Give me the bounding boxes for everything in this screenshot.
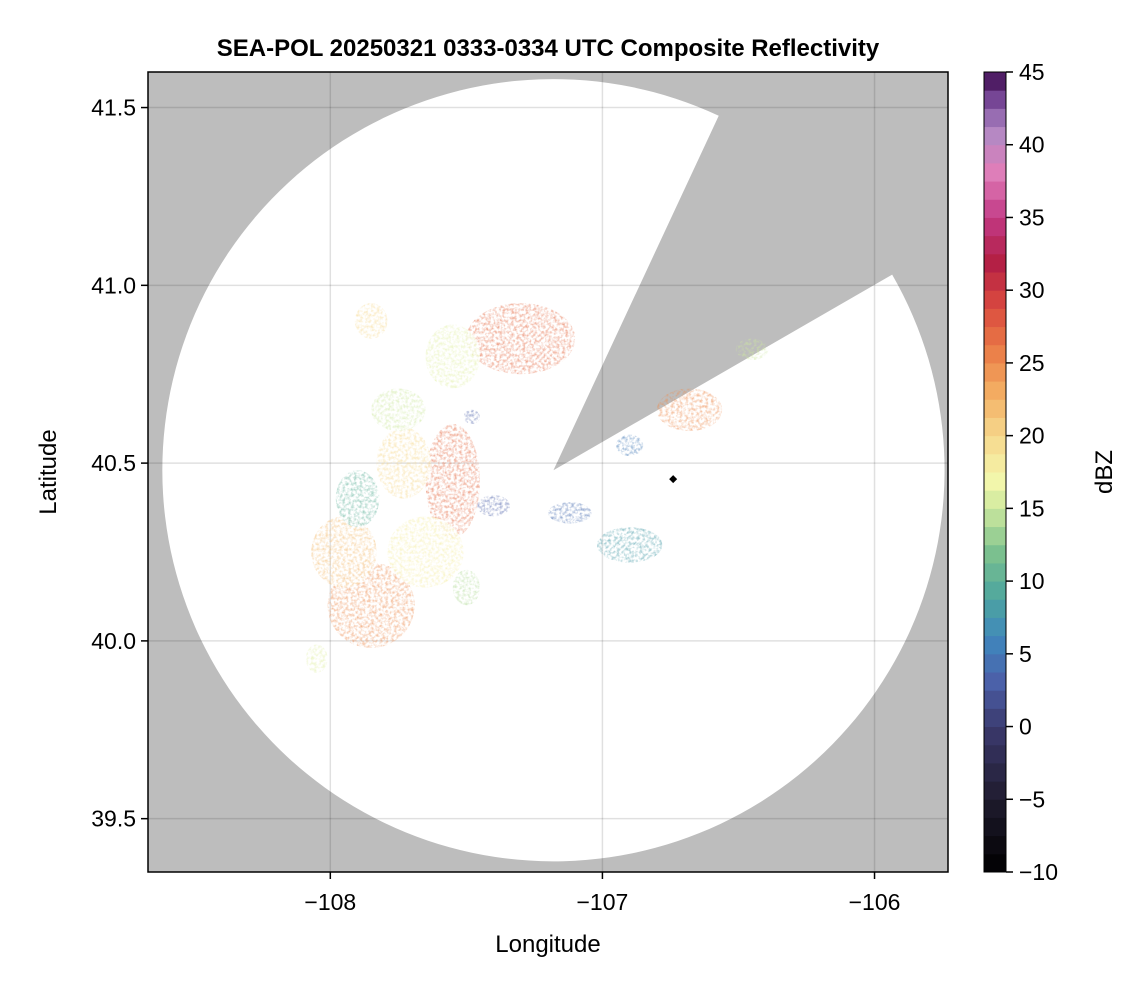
colorbar-label: dBZ [1091, 450, 1118, 494]
echo-cell [735, 338, 769, 361]
site-marker [669, 475, 678, 484]
colorbar-band [984, 726, 1006, 746]
colorbar-band [984, 417, 1006, 437]
colorbar-band [984, 72, 1006, 91]
colorbar-band [984, 799, 1006, 818]
colorbar-band [984, 344, 1006, 364]
colorbar-band [984, 162, 1006, 182]
echo-cell [371, 388, 426, 432]
chart-title: SEA-POL 20250321 0333-0334 UTC Composite… [217, 35, 880, 62]
colorbar-band [984, 672, 1006, 691]
colorbar-band [984, 308, 1006, 328]
colorbar-tick-label: 0 [1019, 714, 1032, 740]
y-tick-label: 41.5 [91, 95, 136, 121]
colorbar-band [984, 708, 1006, 728]
colorbar-band [984, 472, 1006, 491]
colorbar-band [984, 744, 1006, 764]
echo-cell [376, 427, 431, 499]
echo-cell [452, 569, 480, 606]
colorbar-band [984, 290, 1006, 309]
colorbar: −10 −5 0 5 10 15 20 25 30 35 40 45 [983, 59, 1058, 885]
colorbar-band [984, 490, 1006, 509]
colorbar-band [984, 599, 1006, 618]
colorbar-tick-label: −10 [1019, 859, 1058, 885]
echo-cell [596, 527, 663, 563]
colorbar-band [984, 90, 1006, 109]
colorbar-band [984, 453, 1006, 473]
colorbar-tick-label: 30 [1019, 277, 1045, 303]
colorbar-band [984, 181, 1006, 200]
echo-cell [548, 502, 592, 524]
colorbar-band [984, 690, 1006, 709]
radar-coverage-area [162, 79, 945, 862]
plot-frame [147, 71, 949, 873]
echo-cell [335, 470, 380, 528]
colorbar-band [984, 508, 1006, 528]
x-axis: −108 −107 −106 [304, 872, 900, 915]
echo-cell [354, 303, 388, 339]
colorbar-band [984, 853, 1006, 873]
colorbar-band [984, 762, 1006, 782]
colorbar-band [984, 199, 1006, 218]
plot-area [148, 72, 948, 872]
y-tick-label: 39.5 [91, 806, 136, 832]
colorbar-band [984, 217, 1006, 237]
colorbar-band [984, 381, 1006, 400]
colorbar-band [984, 126, 1006, 146]
colorbar-tick-label: 35 [1019, 204, 1045, 230]
colorbar-tick-label: 45 [1019, 59, 1045, 85]
colorbar-band [984, 144, 1006, 164]
echo-cell [656, 388, 723, 432]
x-tick-label: −108 [304, 889, 356, 915]
echo-cell [387, 516, 464, 588]
colorbar-band [984, 562, 1006, 582]
colorbar-tick-label: 20 [1019, 423, 1045, 449]
colorbar-tick-label: 15 [1019, 495, 1045, 521]
colorbar-tick-label: −5 [1019, 786, 1045, 812]
colorbar-tick-label: 25 [1019, 350, 1045, 376]
colorbar-band [984, 253, 1006, 273]
echo-cell [616, 434, 644, 457]
colorbar-band [984, 435, 1006, 455]
colorbar-band [984, 544, 1006, 564]
colorbar-band [984, 617, 1006, 637]
y-tick-label: 40.0 [91, 628, 136, 654]
colorbar-band [984, 526, 1006, 546]
x-axis-label: Longitude [495, 931, 600, 958]
colorbar-band [984, 581, 1006, 600]
echo-cell [425, 324, 480, 389]
colorbar-band [984, 108, 1006, 128]
echo-cell [305, 644, 328, 673]
marker-layer [669, 475, 678, 484]
colorbar-tick-label: 5 [1019, 641, 1032, 667]
y-axis: 39.5 40.0 40.5 41.0 41.5 [91, 95, 148, 832]
colorbar-band [984, 362, 1006, 382]
colorbar-band [984, 399, 1006, 418]
echo-cell [425, 424, 480, 538]
colorbar-band [984, 817, 1006, 837]
echo-layer [305, 303, 769, 673]
colorbar-band [984, 272, 1006, 291]
colorbar-band [984, 326, 1006, 346]
colorbar-band [984, 235, 1006, 255]
x-tick-label: −107 [577, 889, 629, 915]
echo-cell [311, 516, 377, 588]
y-tick-label: 41.0 [91, 272, 136, 298]
y-tick-label: 40.5 [91, 450, 136, 476]
echo-cell [466, 303, 576, 375]
echo-cell [477, 495, 510, 517]
colorbar-tick-label: 40 [1019, 132, 1045, 158]
colorbar-band [984, 653, 1006, 673]
colorbar-band [984, 835, 1006, 855]
colorbar-frame [983, 71, 1007, 873]
colorbar-tick-label: 10 [1019, 568, 1045, 594]
colorbar-band [984, 635, 1006, 655]
grid-lines [148, 72, 948, 872]
echo-cell [463, 409, 480, 424]
colorbar-band [984, 781, 1006, 800]
y-axis-label: Latitude [35, 429, 62, 514]
x-tick-label: −106 [849, 889, 901, 915]
